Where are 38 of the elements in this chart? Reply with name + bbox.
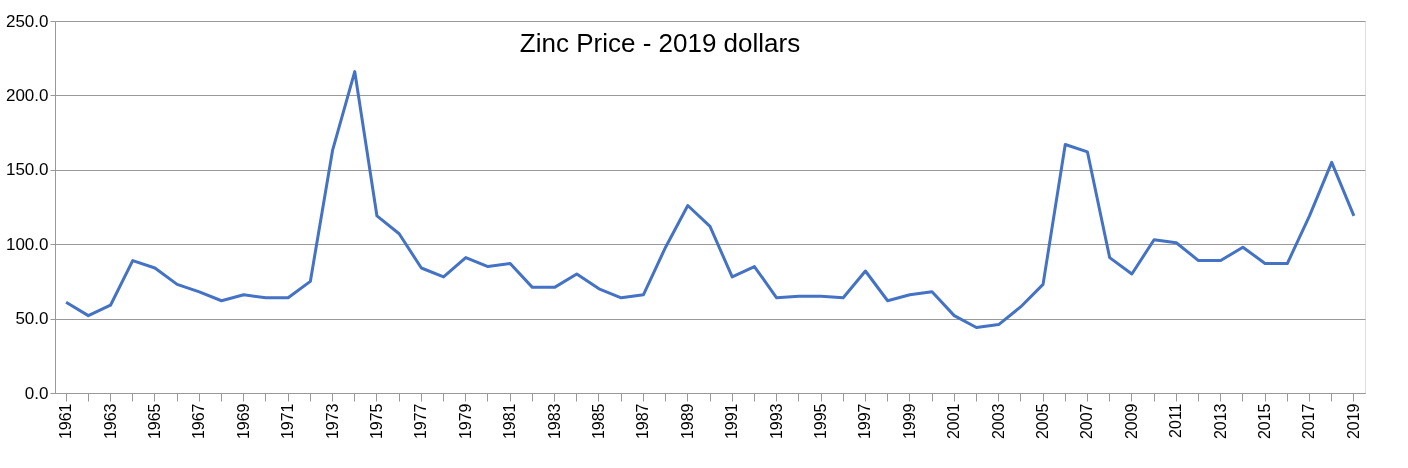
y-tick-label: 250.0 (5, 11, 49, 31)
x-tick-label: 2003 (989, 403, 1007, 440)
line-series (64, 70, 1356, 330)
x-tick-label: 1979 (456, 403, 474, 440)
x-tick-label: 2001 (945, 403, 963, 440)
x-tick-label: 2019 (1344, 403, 1362, 440)
x-tick-label: 2017 (1300, 403, 1318, 440)
chart-title: Zinc Price - 2019 dollars (519, 28, 801, 58)
y-tick-label: 50.0 (15, 309, 49, 329)
x-tick-label: 2005 (1034, 403, 1052, 440)
x-tick-label: 1975 (367, 403, 385, 440)
x-tick-label: 1993 (767, 403, 785, 440)
x-tick-label: 1963 (101, 403, 119, 440)
x-tick-label: 1977 (412, 403, 430, 440)
x-tick-label: 2007 (1078, 403, 1096, 440)
x-tick-label: 1983 (545, 403, 563, 440)
x-tick-label: 1985 (589, 403, 607, 440)
x-tick-label: 2015 (1256, 403, 1274, 440)
y-tick-label: 0.0 (24, 383, 49, 403)
x-tick-label: 1989 (678, 403, 696, 440)
x-tick-label: 2013 (1211, 403, 1229, 440)
x-tick-label: 2011 (1167, 403, 1185, 438)
x-tick-label: 1967 (190, 403, 208, 440)
x-tick-label: 1981 (501, 403, 519, 440)
x-tick-label: 1973 (323, 403, 341, 440)
x-tick-label: 1987 (634, 403, 652, 440)
x-tick-label: 1969 (234, 403, 252, 440)
y-tick-label: 150.0 (5, 160, 49, 180)
y-tick-label: 100.0 (5, 234, 49, 254)
x-tick-label: 1971 (279, 403, 297, 440)
y-tick-label: 200.0 (5, 85, 49, 105)
x-tick-label: 1961 (57, 403, 75, 440)
x-tick-label: 1965 (145, 403, 163, 440)
x-tick-label: 1991 (723, 403, 741, 440)
x-tick-label: 1995 (812, 403, 830, 440)
x-tick-label: 1997 (856, 403, 874, 440)
x-tick-label: 2009 (1122, 403, 1140, 440)
x-tick-label: 1999 (900, 403, 918, 440)
